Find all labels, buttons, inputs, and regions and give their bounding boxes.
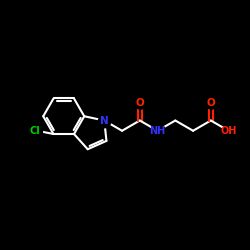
Text: Cl: Cl bbox=[30, 126, 40, 136]
Text: N: N bbox=[100, 116, 109, 126]
Text: O: O bbox=[136, 98, 144, 108]
Text: OH: OH bbox=[220, 126, 237, 136]
Text: NH: NH bbox=[150, 126, 166, 136]
Text: O: O bbox=[206, 98, 215, 108]
